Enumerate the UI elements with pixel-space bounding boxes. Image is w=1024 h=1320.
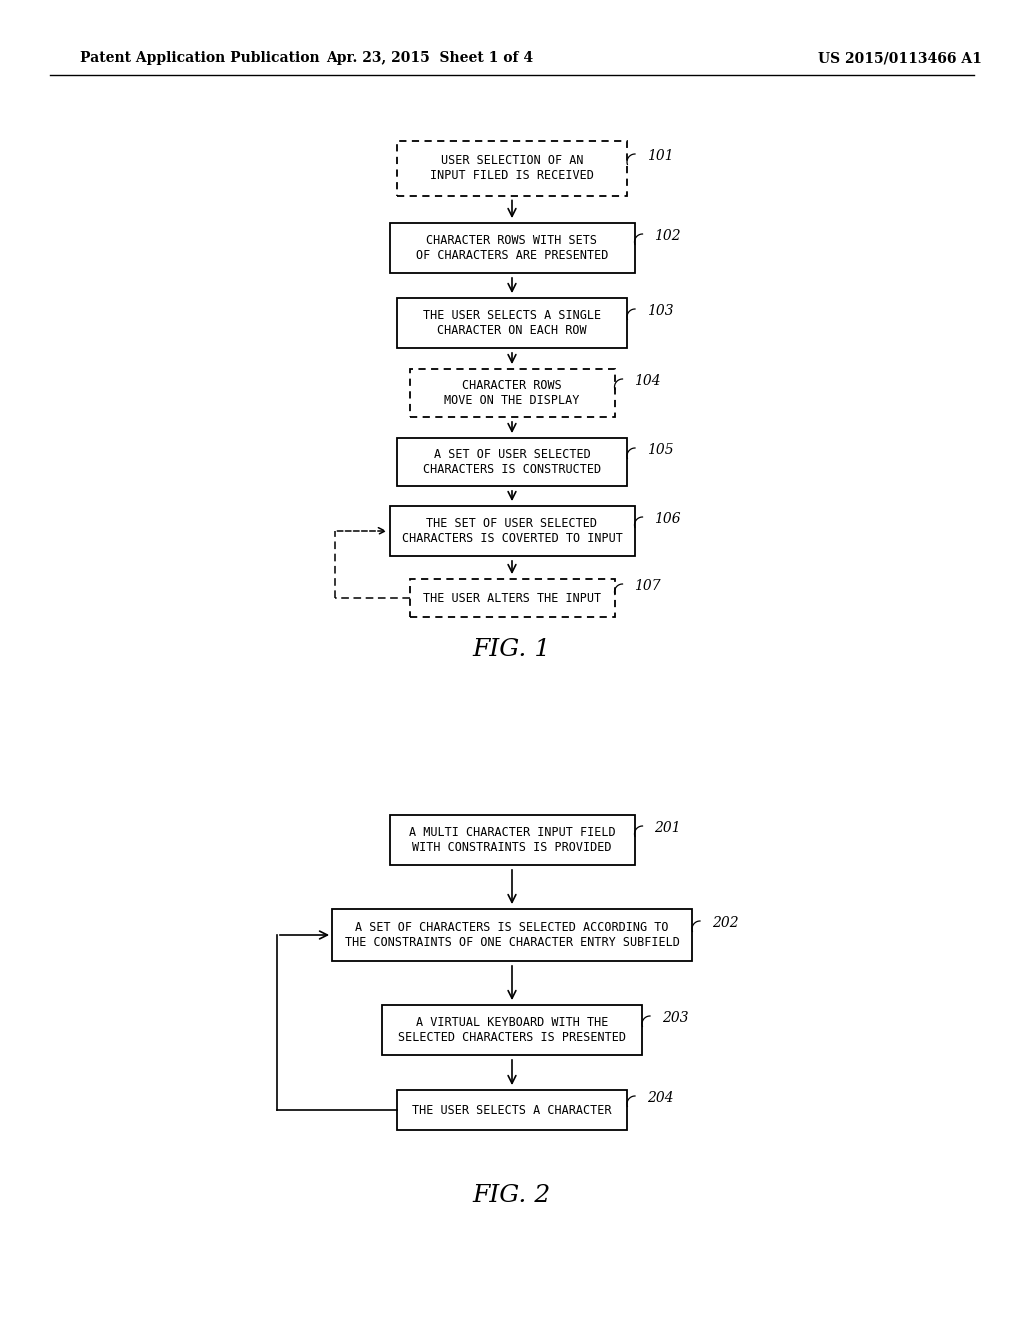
Text: THE SET OF USER SELECTED
CHARACTERS IS COVERTED TO INPUT: THE SET OF USER SELECTED CHARACTERS IS C…: [401, 517, 623, 545]
Text: 102: 102: [654, 228, 681, 243]
Text: THE USER SELECTS A CHARACTER: THE USER SELECTS A CHARACTER: [413, 1104, 611, 1117]
Bar: [410, 370, 614, 417]
Text: FIG. 2: FIG. 2: [473, 1184, 551, 1206]
Text: 107: 107: [635, 579, 662, 593]
Bar: [397, 438, 627, 486]
Text: 105: 105: [647, 444, 674, 457]
Text: 203: 203: [662, 1011, 688, 1026]
Bar: [397, 298, 627, 348]
Text: CHARACTER ROWS
MOVE ON THE DISPLAY: CHARACTER ROWS MOVE ON THE DISPLAY: [444, 379, 580, 407]
Text: Patent Application Publication: Patent Application Publication: [80, 51, 319, 65]
Text: A SET OF CHARACTERS IS SELECTED ACCORDING TO
THE CONSTRAINTS OF ONE CHARACTER EN: A SET OF CHARACTERS IS SELECTED ACCORDIN…: [344, 921, 680, 949]
Text: 103: 103: [647, 304, 674, 318]
Text: A VIRTUAL KEYBOARD WITH THE
SELECTED CHARACTERS IS PRESENTED: A VIRTUAL KEYBOARD WITH THE SELECTED CHA…: [398, 1016, 626, 1044]
Text: 104: 104: [635, 374, 662, 388]
Bar: [389, 223, 635, 273]
Bar: [389, 814, 635, 865]
Bar: [389, 506, 635, 556]
Text: CHARACTER ROWS WITH SETS
OF CHARACTERS ARE PRESENTED: CHARACTER ROWS WITH SETS OF CHARACTERS A…: [416, 234, 608, 261]
Text: 101: 101: [647, 149, 674, 162]
Bar: [332, 909, 692, 961]
Text: USER SELECTION OF AN
INPUT FILED IS RECEIVED: USER SELECTION OF AN INPUT FILED IS RECE…: [430, 154, 594, 182]
Text: THE USER ALTERS THE INPUT: THE USER ALTERS THE INPUT: [423, 591, 601, 605]
Text: 204: 204: [647, 1092, 674, 1105]
Text: THE USER SELECTS A SINGLE
CHARACTER ON EACH ROW: THE USER SELECTS A SINGLE CHARACTER ON E…: [423, 309, 601, 337]
Text: A MULTI CHARACTER INPUT FIELD
WITH CONSTRAINTS IS PROVIDED: A MULTI CHARACTER INPUT FIELD WITH CONST…: [409, 826, 615, 854]
Text: 106: 106: [654, 512, 681, 525]
Text: Apr. 23, 2015  Sheet 1 of 4: Apr. 23, 2015 Sheet 1 of 4: [327, 51, 534, 65]
Bar: [410, 579, 614, 616]
Bar: [382, 1005, 642, 1055]
Bar: [397, 1090, 627, 1130]
Text: 202: 202: [712, 916, 738, 931]
Text: 201: 201: [654, 821, 681, 836]
Text: A SET OF USER SELECTED
CHARACTERS IS CONSTRUCTED: A SET OF USER SELECTED CHARACTERS IS CON…: [423, 447, 601, 477]
Bar: [397, 140, 627, 195]
Text: FIG. 1: FIG. 1: [473, 639, 551, 661]
Text: US 2015/0113466 A1: US 2015/0113466 A1: [818, 51, 982, 65]
